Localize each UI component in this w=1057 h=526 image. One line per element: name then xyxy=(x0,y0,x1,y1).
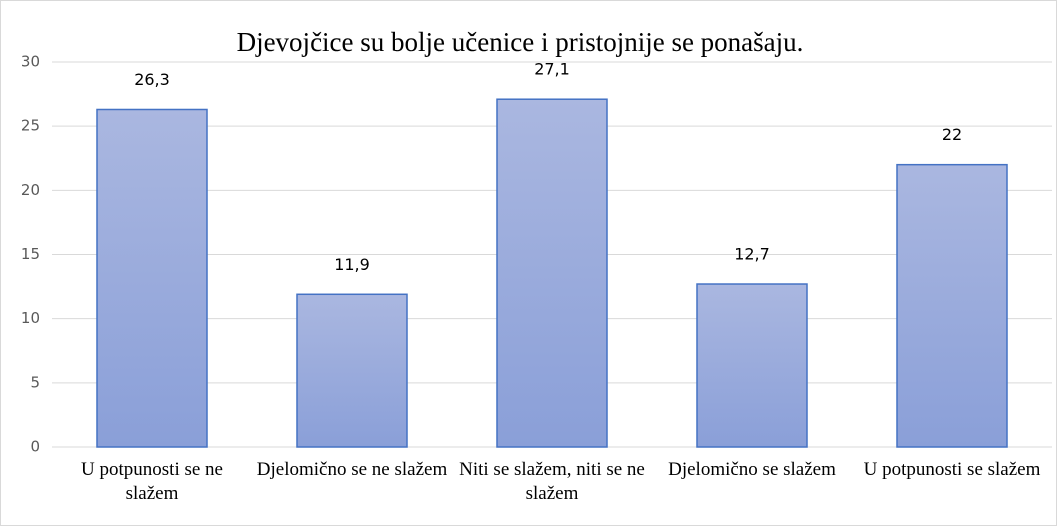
bar xyxy=(96,108,208,448)
chart-title: Djevojčice su bolje učenice i pristojnij… xyxy=(237,27,804,57)
x-tick-label: Niti se slažem, niti se ne slažem xyxy=(459,459,645,504)
bar xyxy=(296,293,408,448)
x-tick-label: U potpunosti se slažem xyxy=(863,459,1041,480)
bar xyxy=(696,283,808,448)
y-tick-label: 25 xyxy=(21,117,40,135)
y-tick-label: 0 xyxy=(30,438,40,456)
data-label: 22 xyxy=(942,125,962,144)
data-label: 26,3 xyxy=(134,70,170,89)
x-tick-label: Djelomično se slažem xyxy=(668,459,836,480)
x-tick-label: U potpunosti se ne slažem xyxy=(81,459,223,504)
x-tick-label: Djelomično se ne slažem xyxy=(256,459,448,480)
y-tick-label: 5 xyxy=(30,373,40,391)
bar xyxy=(896,163,1008,448)
y-tick-label: 15 xyxy=(21,245,40,263)
bar xyxy=(496,98,608,448)
y-tick-label: 10 xyxy=(21,309,40,327)
y-tick-label: 30 xyxy=(21,53,40,71)
y-tick-label: 20 xyxy=(21,181,40,199)
data-label: 11,9 xyxy=(334,255,370,274)
data-label: 27,1 xyxy=(534,60,570,79)
data-label: 12,7 xyxy=(734,245,770,264)
